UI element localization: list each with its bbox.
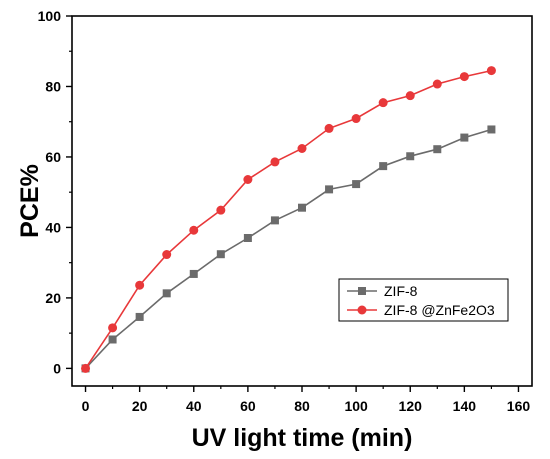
data-point: [189, 269, 198, 278]
data-point: [406, 152, 415, 161]
data-point: [298, 203, 306, 212]
series-line: [84, 128, 492, 369]
series-1: [81, 125, 496, 373]
legend-label: ZIF-8: [384, 283, 418, 299]
data-point: [108, 335, 117, 344]
x-tick-label: 60: [240, 398, 256, 414]
data-point: [162, 250, 172, 260]
x-tick-label: 140: [453, 398, 477, 414]
legend-item: ZIF-8 @ZnFe2O3: [347, 302, 495, 318]
data-point: [270, 216, 279, 225]
x-tick-label: 160: [507, 398, 531, 414]
data-point: [433, 145, 442, 154]
data-point: [216, 250, 225, 259]
data-point: [297, 143, 307, 153]
legend-marker: [358, 287, 366, 295]
x-tick-label: 80: [294, 398, 310, 414]
plot-area: [71, 15, 533, 387]
data-point: [243, 234, 252, 242]
data-point: [351, 114, 361, 124]
data-point: [216, 205, 226, 215]
data-point: [135, 280, 145, 290]
legend: ZIF-8 ZIF-8 @ZnFe2O3: [338, 278, 509, 322]
x-axis-ticks: 0 20 40 60 80 100 120 140 160: [82, 386, 531, 414]
data-point: [108, 323, 118, 333]
x-tick-label: 40: [186, 398, 202, 414]
data-point: [487, 125, 496, 134]
data-point: [81, 363, 91, 373]
data-point: [243, 175, 253, 185]
x-tick-label: 120: [399, 398, 423, 414]
y-tick-label: 0: [53, 360, 61, 376]
data-point: [405, 91, 415, 101]
data-point: [324, 123, 334, 133]
y-tick-label: 80: [45, 78, 61, 94]
series-line: [84, 69, 492, 369]
legend-item: ZIF-8: [347, 283, 418, 299]
x-tick-label: 20: [132, 398, 148, 414]
data-point: [135, 312, 144, 321]
data-point: [486, 66, 496, 76]
y-tick-label: 60: [45, 149, 61, 165]
data-point: [378, 98, 388, 108]
y-tick-label: 40: [45, 219, 61, 235]
plot-frame: [71, 15, 533, 387]
y-tick-label: 100: [38, 8, 62, 24]
x-axis-title: UV light time (min): [192, 424, 413, 452]
legend-label: ZIF-8 @ZnFe2O3: [384, 302, 495, 318]
y-axis-ticks: 0 20 40 60 80 100: [38, 8, 72, 376]
data-point: [270, 157, 280, 167]
data-point: [432, 79, 442, 89]
data-point: [352, 180, 361, 189]
data-point: [325, 185, 334, 194]
data-point: [459, 72, 469, 82]
data-point: [189, 225, 199, 235]
series-2: [81, 66, 496, 373]
legend-marker: [357, 305, 367, 315]
y-axis-title: PCE%: [16, 164, 44, 238]
y-tick-label: 20: [45, 290, 61, 306]
x-tick-label: 100: [344, 398, 368, 414]
data-point: [379, 162, 388, 171]
data-point: [460, 133, 469, 142]
legend-box: [338, 278, 509, 322]
series-layer: [81, 66, 496, 373]
x-tick-label: 0: [82, 398, 90, 414]
data-point: [162, 289, 171, 298]
